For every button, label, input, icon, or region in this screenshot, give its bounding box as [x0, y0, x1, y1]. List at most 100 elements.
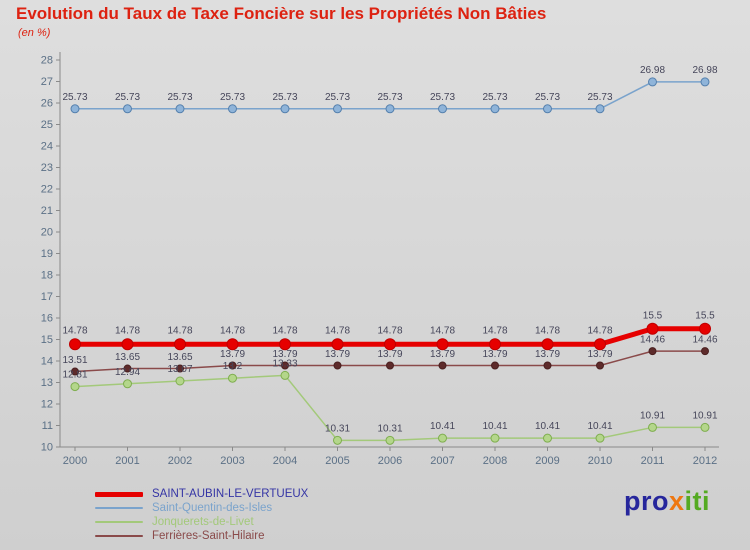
svg-text:2005: 2005	[325, 455, 349, 467]
svg-text:25.73: 25.73	[482, 92, 507, 103]
chart-svg: 10 11 12 13 14 15 16 17 18 19 20 21 22 23 24 25 26 27 28 20…	[41, 52, 719, 467]
svg-text:14.78: 14.78	[587, 326, 612, 337]
svg-text:11: 11	[42, 420, 53, 432]
svg-text:2012: 2012	[693, 455, 717, 467]
legend-label-2: Jonquerets-de-Livet	[152, 516, 254, 528]
svg-text:13.51: 13.51	[62, 355, 87, 366]
svg-text:12: 12	[41, 399, 53, 411]
svg-text:2000: 2000	[63, 455, 87, 467]
legend-item: Jonquerets-de-Livet	[95, 515, 308, 529]
svg-text:14.78: 14.78	[62, 326, 87, 337]
svg-text:25.73: 25.73	[535, 92, 560, 103]
svg-text:12.81: 12.81	[62, 370, 87, 381]
svg-text:2004: 2004	[273, 455, 297, 467]
svg-text:13.79: 13.79	[587, 349, 612, 360]
svg-text:28: 28	[41, 55, 53, 67]
svg-text:14.78: 14.78	[220, 326, 245, 337]
svg-text:21: 21	[41, 205, 53, 217]
svg-text:17: 17	[41, 291, 53, 303]
legend-label-3: Ferrières-Saint-Hilaire	[152, 530, 265, 542]
svg-text:25.73: 25.73	[115, 92, 140, 103]
svg-text:13.07: 13.07	[167, 364, 192, 375]
svg-text:12.94: 12.94	[115, 367, 140, 378]
svg-text:25.73: 25.73	[325, 92, 350, 103]
svg-text:14.46: 14.46	[692, 335, 717, 346]
svg-text:13.79: 13.79	[220, 349, 245, 360]
legend-item: Ferrières-Saint-Hilaire	[95, 529, 308, 543]
svg-text:10.91: 10.91	[692, 410, 717, 421]
svg-text:2011: 2011	[641, 455, 665, 467]
legend-swatch-0	[95, 491, 143, 497]
svg-text:25: 25	[41, 119, 53, 131]
page-title: Evolution du Taux de Taxe Foncière sur l…	[16, 4, 547, 23]
svg-text:13.65: 13.65	[167, 352, 192, 363]
svg-text:13: 13	[41, 377, 53, 389]
svg-text:25.73: 25.73	[62, 92, 87, 103]
svg-text:26.98: 26.98	[692, 65, 717, 76]
legend-label-0: SAINT-AUBIN-LE-VERTUEUX	[152, 488, 309, 500]
svg-text:14: 14	[41, 356, 53, 368]
svg-text:14.78: 14.78	[535, 326, 560, 337]
svg-text:19: 19	[41, 248, 53, 260]
svg-text:13.79: 13.79	[482, 349, 507, 360]
svg-text:10.41: 10.41	[482, 421, 507, 432]
svg-text:10.31: 10.31	[325, 423, 350, 434]
svg-text:10.41: 10.41	[535, 421, 560, 432]
svg-text:10.41: 10.41	[587, 421, 612, 432]
proxiti-logo: proxiti	[623, 486, 710, 516]
svg-text:15.5: 15.5	[643, 310, 663, 321]
legend-item: Saint-Quentin-des-Isles	[95, 501, 308, 515]
legend-swatch-3	[95, 535, 143, 537]
svg-text:14.78: 14.78	[167, 326, 192, 337]
legend-label-1: Saint-Quentin-des-Isles	[152, 502, 273, 514]
svg-text:2002: 2002	[168, 455, 192, 467]
svg-text:25.73: 25.73	[377, 92, 402, 103]
svg-text:13.79: 13.79	[535, 349, 560, 360]
svg-text:16: 16	[41, 313, 53, 325]
svg-text:13.33: 13.33	[272, 358, 297, 369]
svg-text:14.78: 14.78	[115, 326, 140, 337]
legend-swatch-2	[95, 521, 143, 523]
svg-text:15: 15	[41, 334, 53, 346]
page-subtitle: (en %)	[18, 27, 51, 39]
svg-text:10.41: 10.41	[430, 421, 455, 432]
svg-text:10.91: 10.91	[640, 410, 665, 421]
svg-text:23: 23	[41, 162, 53, 174]
svg-text:2003: 2003	[220, 455, 244, 467]
svg-text:18: 18	[41, 270, 53, 282]
svg-text:13.79: 13.79	[430, 349, 455, 360]
svg-text:26.98: 26.98	[640, 65, 665, 76]
svg-text:2010: 2010	[588, 455, 612, 467]
svg-text:2006: 2006	[378, 455, 402, 467]
svg-text:25.73: 25.73	[272, 92, 297, 103]
legend-item: SAINT-AUBIN-LE-VERTUEUX	[95, 487, 308, 501]
svg-text:24: 24	[41, 141, 53, 153]
svg-text:2007: 2007	[430, 455, 454, 467]
legend-swatch-1	[95, 507, 143, 509]
svg-text:15.5: 15.5	[695, 310, 715, 321]
svg-text:2008: 2008	[483, 455, 507, 467]
svg-text:25.73: 25.73	[430, 92, 455, 103]
svg-text:10.31: 10.31	[377, 423, 402, 434]
svg-text:13.79: 13.79	[272, 349, 297, 360]
svg-text:14.46: 14.46	[640, 335, 665, 346]
svg-text:14.78: 14.78	[482, 326, 507, 337]
svg-text:14.78: 14.78	[272, 326, 297, 337]
svg-text:13.65: 13.65	[115, 352, 140, 363]
svg-text:20: 20	[41, 227, 53, 239]
svg-text:13.79: 13.79	[325, 349, 350, 360]
svg-text:13.79: 13.79	[377, 349, 402, 360]
svg-text:25.73: 25.73	[220, 92, 245, 103]
svg-text:10: 10	[41, 442, 53, 454]
svg-text:14.78: 14.78	[377, 326, 402, 337]
svg-text:2009: 2009	[535, 455, 559, 467]
svg-text:14.78: 14.78	[430, 326, 455, 337]
svg-text:13.2: 13.2	[223, 361, 243, 372]
svg-text:22: 22	[41, 184, 53, 196]
legend: SAINT-AUBIN-LE-VERTUEUX Saint-Quentin-de…	[95, 487, 308, 543]
svg-text:26: 26	[41, 98, 53, 110]
svg-text:14.78: 14.78	[325, 326, 350, 337]
svg-text:25.73: 25.73	[587, 92, 612, 103]
svg-text:27: 27	[41, 76, 53, 88]
